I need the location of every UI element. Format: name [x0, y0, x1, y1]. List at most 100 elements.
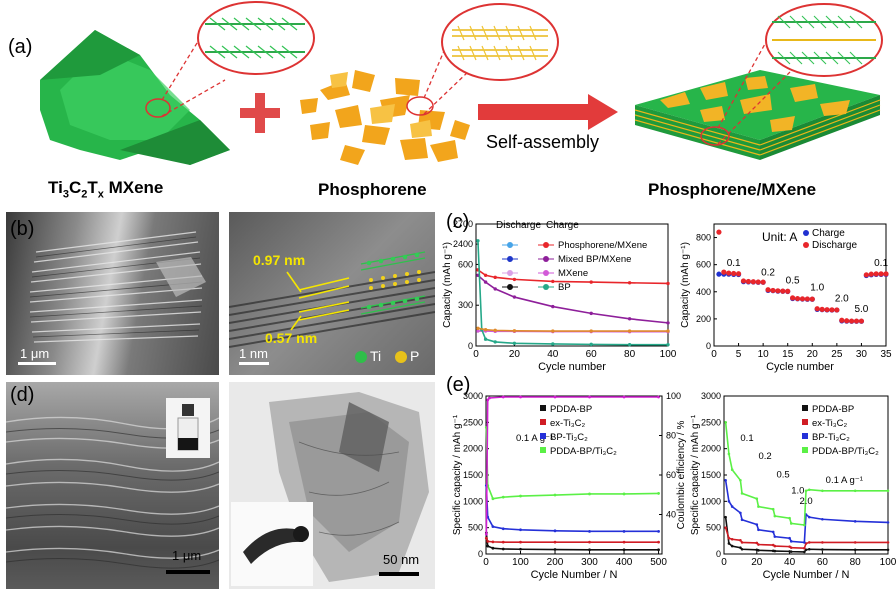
x-tick-label: 40	[784, 557, 796, 568]
y-axis-label: Capacity (mAh g⁻¹)	[442, 242, 453, 328]
data-point	[724, 478, 727, 482]
rate-label: 0.1	[874, 258, 888, 269]
x-tick-label: 80	[624, 349, 636, 360]
mxene-zoom-circle	[161, 1, 315, 117]
unit-note: Unit: A	[762, 230, 798, 244]
data-point	[853, 318, 860, 324]
panel-b-letter: (b)	[10, 218, 35, 240]
data-point	[724, 515, 727, 519]
data-point	[773, 535, 777, 538]
data-point	[657, 548, 660, 552]
y-tick-label: 1500	[701, 470, 721, 480]
data-point	[657, 540, 660, 544]
legend-marker	[507, 284, 513, 290]
y-tick-label: 1000	[463, 496, 483, 506]
legend-label: Mixed BP/MXene	[558, 254, 631, 265]
data-point	[627, 329, 632, 333]
data-point	[740, 278, 747, 284]
data-point	[775, 288, 781, 294]
legend-charge-heading: Charge	[546, 220, 579, 231]
data-point	[739, 539, 742, 542]
legend-marker	[540, 433, 546, 439]
data-point	[727, 452, 731, 456]
y-tick-label: 2700	[453, 219, 473, 229]
data-point	[849, 318, 855, 324]
data-point	[803, 550, 806, 554]
data-point	[627, 317, 632, 321]
sem-image-b: (b) 1 μm	[6, 212, 219, 375]
x-axis-label: Cycle Number / N	[763, 569, 850, 581]
data-point	[789, 522, 793, 525]
rate-label: 0.2	[761, 268, 775, 279]
data-point	[807, 488, 811, 492]
y-tick-label: 2000	[701, 444, 721, 454]
legend-marker	[803, 242, 809, 248]
data-point	[755, 541, 759, 545]
y-tick-label: 1000	[701, 496, 721, 506]
chart-e-left: 0 100 200 300 400 500 0 500 1000 1500 2000 2500 3000…	[452, 391, 687, 581]
sem-image-d: (d) 1 μm	[6, 382, 219, 589]
data-point	[770, 287, 776, 294]
y-axis-label: Specific capacity / mAh g⁻¹	[690, 414, 701, 535]
legend-marker	[802, 405, 808, 411]
chart-e-right: 0 20 40 60 80 100050010001500200025003000Cycl…	[690, 391, 896, 581]
data-point	[588, 492, 591, 496]
legend-marker	[507, 242, 513, 248]
legend-marker	[543, 284, 549, 290]
data-point	[666, 321, 670, 325]
rate-label: 0.5	[786, 276, 800, 287]
caption-phosphorene-mxene: Phosphorene/MXene	[648, 180, 817, 199]
data-point	[493, 287, 497, 291]
data-point	[491, 525, 495, 529]
data-point	[519, 540, 522, 544]
data-point	[765, 287, 771, 293]
y-tick-label: 0	[716, 549, 721, 559]
x-tick-label: 400	[616, 557, 633, 568]
chart-c-right: 0 5 10 15 20 25 30 35 0 200 400 600 800 Cycle number C…	[680, 223, 892, 373]
data-point	[757, 549, 760, 552]
x-tick-label: 60	[586, 349, 598, 360]
panel-a-letter: (a)	[8, 36, 33, 58]
y-tick-label: 800	[696, 233, 711, 243]
rate-label: 5.0	[854, 304, 868, 315]
spacing-label-bottom: 0.57 nm	[265, 330, 318, 346]
y-tick-label: 2500	[463, 417, 483, 427]
rate-label: 2.0	[835, 293, 849, 304]
data-point	[727, 542, 731, 545]
data-point	[727, 536, 731, 540]
rate-label: 0.1	[740, 433, 753, 444]
x-tick-label: 100	[880, 557, 896, 568]
legend-marker	[543, 242, 549, 248]
legend-label: Discharge	[812, 240, 857, 251]
data-point	[483, 327, 488, 332]
data-point	[666, 342, 670, 347]
panel-a: (a)	[0, 0, 896, 208]
legend-label: Phosphorene/MXene	[558, 240, 647, 251]
x-tick-label: 35	[880, 349, 892, 360]
data-point	[780, 288, 786, 294]
data-point	[829, 307, 835, 313]
phosphorene-zoom-circle	[423, 3, 559, 115]
data-point	[804, 296, 810, 302]
y-tick-label: 3000	[701, 391, 721, 401]
data-point	[553, 540, 557, 544]
data-point	[622, 548, 626, 552]
data-point	[553, 493, 557, 497]
x-tick-label: 200	[547, 557, 564, 568]
data-point	[627, 281, 632, 285]
data-point	[724, 421, 727, 424]
legend-label: PDDA-BP/Ti₃C₂	[812, 446, 879, 457]
y-tick-label: 600	[458, 259, 473, 269]
data-point	[771, 530, 775, 534]
data-point	[519, 547, 522, 551]
data-point	[483, 273, 488, 278]
data-point	[512, 295, 517, 299]
y-tick-label: 0	[478, 549, 483, 559]
data-point	[873, 271, 879, 277]
legend-label: BP	[558, 282, 571, 293]
x-tick-label: 10	[758, 349, 770, 360]
x-tick-label: 20	[751, 557, 763, 568]
data-point	[491, 497, 495, 501]
data-point	[588, 548, 591, 552]
legend-label: ex-Ti₃C₂	[550, 418, 585, 429]
